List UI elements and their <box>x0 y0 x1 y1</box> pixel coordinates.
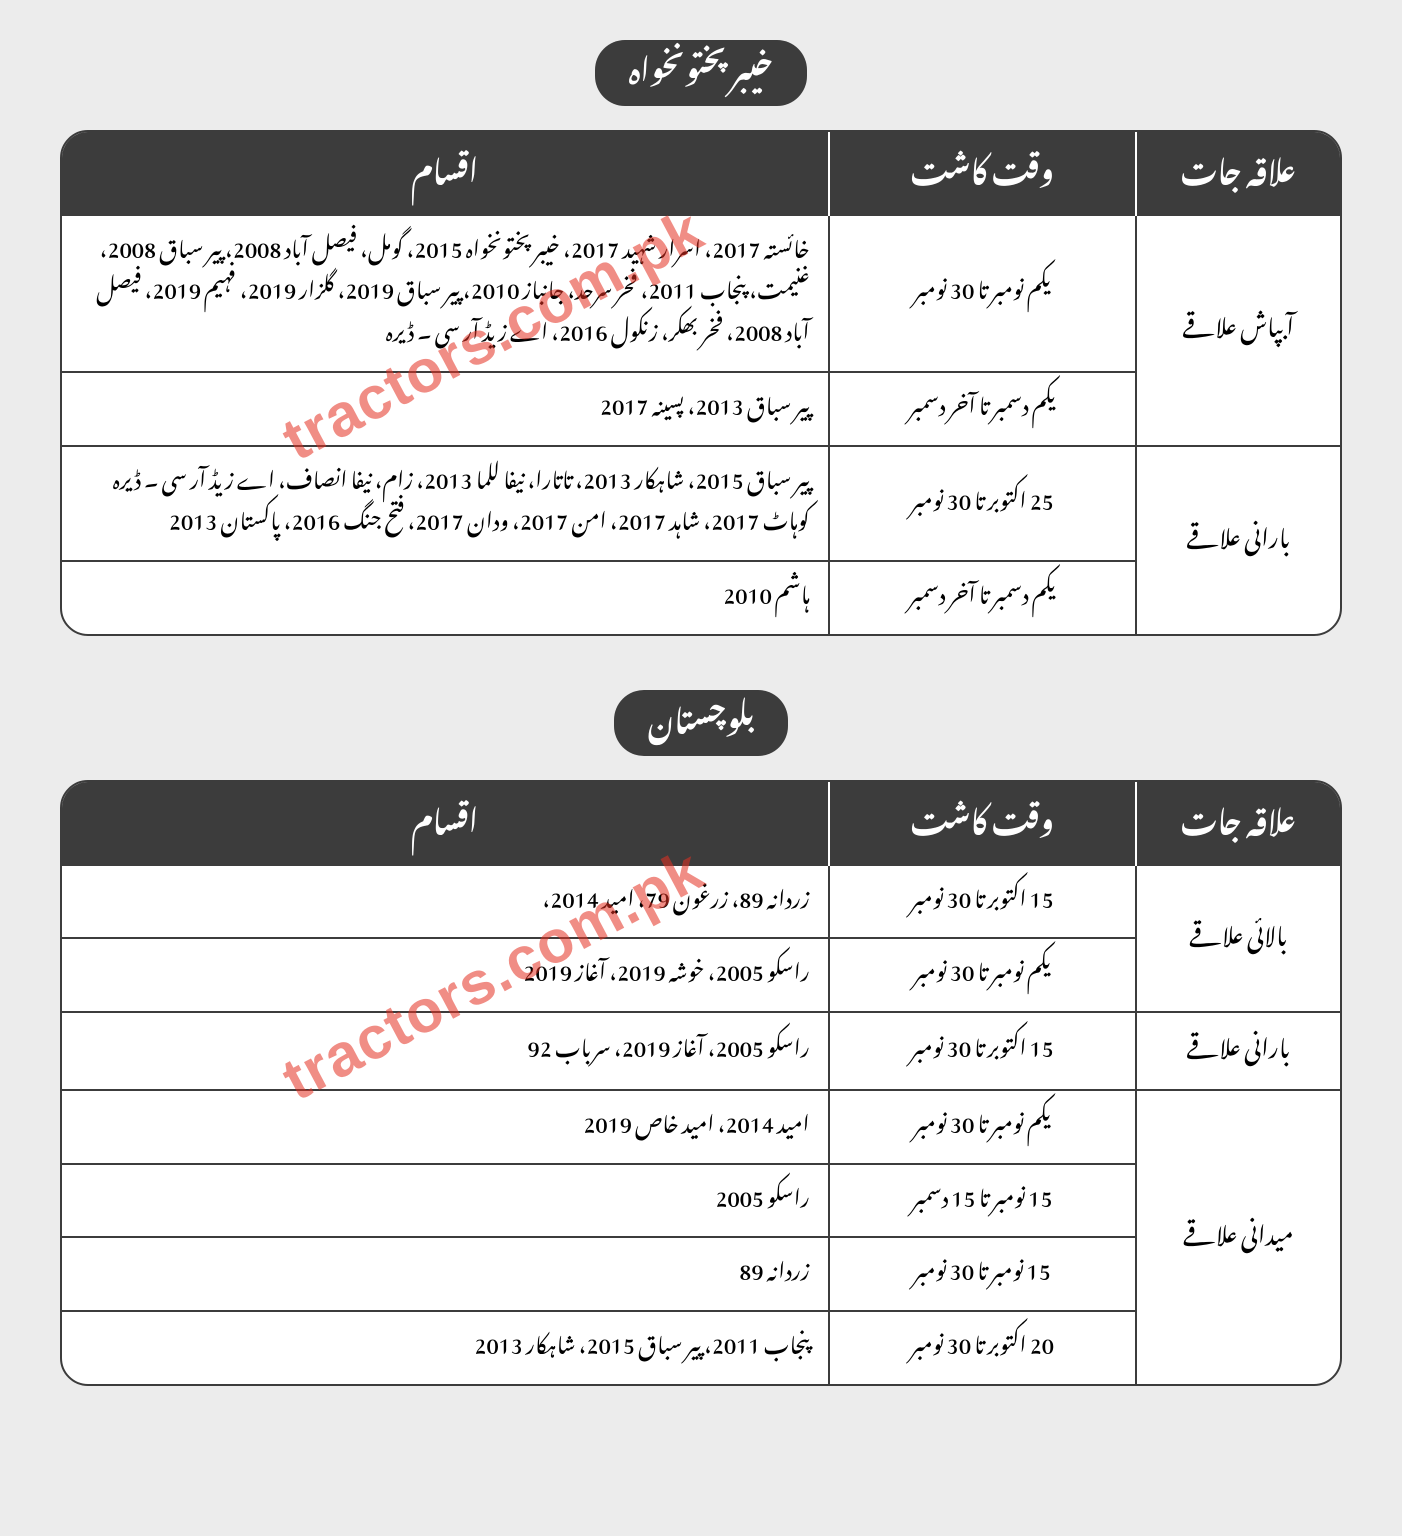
table-row: آبپاش علاقے یکم نومبر تا 30 نومبر خائستہ… <box>62 216 1340 372</box>
cell-time: 20 اکتوبر تا 30 نومبر <box>829 1311 1136 1384</box>
th-vars: اقسام <box>62 782 829 866</box>
cell-area: بارانی علاقے <box>1136 1012 1340 1090</box>
cell-vars: راسکو 2005، آغاز 2019، سرباب 92 <box>62 1012 829 1090</box>
cell-vars: راسکو 2005، خوشہ 2019، آغاز 2019 <box>62 938 829 1012</box>
cell-time: یکم نومبر تا 30 نومبر <box>829 1090 1136 1164</box>
cell-time: 25 اکتوبر تا 30 نومبر <box>829 446 1136 562</box>
table-row: بارانی علاقے 25 اکتوبر تا 30 نومبر پیر س… <box>62 446 1340 562</box>
section-title-balochistan: بلوچستان <box>614 690 788 756</box>
table-row: میدانی علاقے یکم نومبر تا 30 نومبر امید … <box>62 1090 1340 1164</box>
cell-vars: زردانہ 89، زرغون 79، امید 2014، <box>62 866 829 939</box>
cell-vars: پیر سباق 2013، پسینہ 2017 <box>62 372 829 446</box>
th-area: علاقہ جات <box>1136 132 1340 216</box>
cell-area: آبپاش علاقے <box>1136 216 1340 446</box>
cell-area: میدانی علاقے <box>1136 1090 1340 1384</box>
cell-area: بالائی علاقے <box>1136 866 1340 1013</box>
cell-time: یکم نومبر تا 30 نومبر <box>829 938 1136 1012</box>
cell-vars: زردانہ 89 <box>62 1237 829 1311</box>
cell-vars: پنجاب 2011، پیر سباق 2015، شاہکار 2013 <box>62 1311 829 1384</box>
table-row: بالائی علاقے 15 اکتوبر تا 30 نومبر زردان… <box>62 866 1340 939</box>
cell-time: 15 نومبر تا 15 دسمبر <box>829 1164 1136 1238</box>
cell-vars: ہاشم 2010 <box>62 561 829 634</box>
cell-time: 15 اکتوبر تا 30 نومبر <box>829 1012 1136 1090</box>
th-time: وقت کاشت <box>829 132 1136 216</box>
cell-vars: پیر سباق 2015، شاہکار 2013، تاتارا، نیفا… <box>62 446 829 562</box>
th-vars: اقسام <box>62 132 829 216</box>
cell-vars: راسکو 2005 <box>62 1164 829 1238</box>
table-row: بارانی علاقے 15 اکتوبر تا 30 نومبر راسکو… <box>62 1012 1340 1090</box>
cell-area: بارانی علاقے <box>1136 446 1340 634</box>
cell-time: 15 اکتوبر تا 30 نومبر <box>829 866 1136 939</box>
table-balochistan: علاقہ جات وقت کاشت اقسام بالائی علاقے 15… <box>60 780 1342 1386</box>
section-title-kpk: خیبر پختونخواہ <box>595 40 807 106</box>
cell-time: 15 نومبر تا 30 نومبر <box>829 1237 1136 1311</box>
cell-time: یکم نومبر تا 30 نومبر <box>829 216 1136 372</box>
cell-time: یکم دسمبر تا آخر دسمبر <box>829 372 1136 446</box>
th-area: علاقہ جات <box>1136 782 1340 866</box>
th-time: وقت کاشت <box>829 782 1136 866</box>
table-kpk: علاقہ جات وقت کاشت اقسام آبپاش علاقے یکم… <box>60 130 1342 636</box>
cell-time: یکم دسمبر تا آخر دسمبر <box>829 561 1136 634</box>
cell-vars: امید 2014، امید خاص 2019 <box>62 1090 829 1164</box>
page: tractors.com.pk tractors.com.pk خیبر پخت… <box>60 40 1342 1386</box>
cell-vars: خائستہ 2017، اسرار شہید 2017، خیبر پختون… <box>62 216 829 372</box>
